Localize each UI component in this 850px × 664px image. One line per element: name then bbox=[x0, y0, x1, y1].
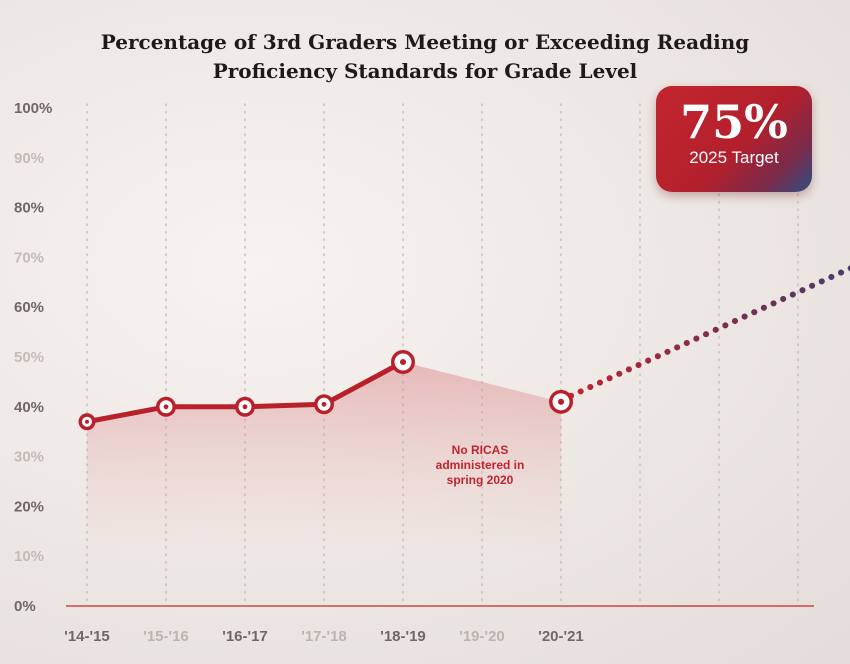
data-point bbox=[78, 413, 96, 431]
y-tick-label: 100% bbox=[14, 100, 52, 117]
target-callout: 75% 2025 Target bbox=[656, 86, 812, 192]
area-fill bbox=[87, 361, 561, 557]
target-label: 2025 Target bbox=[689, 148, 779, 167]
x-tick-label: '15-'16 bbox=[143, 628, 189, 645]
y-tick-label: 50% bbox=[14, 349, 44, 366]
y-tick-label: 0% bbox=[14, 598, 36, 615]
chart-title-line-2: Proficiency Standards for Grade Level bbox=[212, 59, 638, 83]
chart-title: Percentage of 3rd Graders Meeting or Exc… bbox=[0, 28, 850, 86]
data-point bbox=[156, 396, 176, 417]
y-tick-label: 40% bbox=[14, 399, 44, 416]
note-line-3: spring 2020 bbox=[446, 473, 514, 487]
x-tick-label: '20-'21 bbox=[538, 628, 584, 645]
note-line-1: No RICAS bbox=[451, 443, 509, 457]
x-tick-label: '17-'18 bbox=[301, 628, 347, 645]
data-point-center bbox=[85, 419, 89, 424]
x-tick-label: '19-'20 bbox=[459, 628, 505, 645]
y-tick-label: 70% bbox=[14, 249, 44, 266]
x-tick-label: '18-'19 bbox=[380, 628, 426, 645]
data-point bbox=[549, 389, 573, 414]
y-tick-label: 90% bbox=[14, 150, 44, 167]
data-point-center bbox=[399, 358, 407, 366]
series-line-target bbox=[568, 265, 850, 399]
no-ricas-note: No RICAS administered in spring 2020 bbox=[420, 443, 540, 488]
data-point bbox=[314, 394, 334, 415]
data-point bbox=[235, 396, 255, 417]
y-tick-label: 30% bbox=[14, 449, 44, 466]
data-point-center bbox=[242, 404, 248, 410]
data-point-center bbox=[163, 404, 169, 410]
x-tick-label: '16-'17 bbox=[222, 628, 268, 645]
y-tick-label: 10% bbox=[14, 548, 44, 565]
note-line-2: administered in bbox=[435, 458, 525, 472]
data-point bbox=[391, 349, 415, 374]
target-value: 75% bbox=[680, 95, 788, 149]
y-tick-label: 20% bbox=[14, 498, 44, 515]
chart-title-line-1: Percentage of 3rd Graders Meeting or Exc… bbox=[100, 30, 750, 54]
data-point-center bbox=[321, 401, 327, 407]
y-tick-label: 80% bbox=[14, 200, 44, 217]
data-point-center bbox=[557, 398, 565, 405]
x-tick-label: '14-'15 bbox=[64, 628, 110, 645]
y-tick-label: 60% bbox=[14, 299, 44, 316]
